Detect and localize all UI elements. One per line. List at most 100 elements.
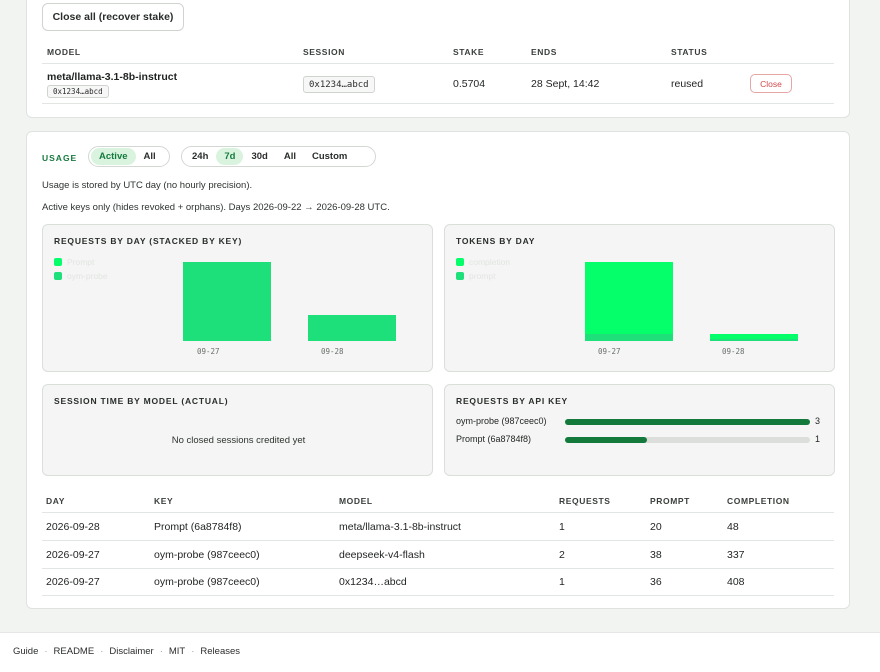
legend-label: prompt [469,271,496,281]
tick-label: 09-27 [598,347,621,356]
tick-label: 09-28 [321,347,344,356]
usage-card: USAGE Active All 24h 7d 30d All Custom U… [26,131,850,609]
row-key: oym-probe (987ceec0) [154,576,260,588]
tick-label: 09-27 [197,347,220,356]
session-status: reused [671,78,704,90]
bar-completion-09-27 [585,262,673,334]
divider [42,568,834,569]
footer-link-disclaimer[interactable]: Disclaimer [109,646,154,657]
close-all-button[interactable]: Close all (recover stake) [42,3,184,31]
legend-swatch [456,258,464,266]
tokens-by-day-title: TOKENS BY DAY [456,236,536,246]
row-day: 2026-09-27 [46,549,100,561]
bar-completion-09-28 [710,334,798,340]
divider [42,63,834,64]
legend-item: Prompt [54,257,94,267]
usage-note-range: Active keys only (hides revoked + orphan… [42,202,390,213]
footer-link-releases[interactable]: Releases [200,646,241,657]
sessions-card: Close all (recover stake) MODEL SESSION … [26,0,850,118]
divider [42,595,834,596]
legend-swatch [54,258,62,266]
range-7d[interactable]: 7d [216,148,244,165]
col-requests: REQUESTS [559,496,611,506]
tick-label: 09-28 [722,347,745,356]
col-model: MODEL [339,496,373,506]
key-label: oym-probe (987ceec0) [456,416,547,426]
key-bar-fill [565,437,647,443]
requests-by-key-title: REQUESTS BY API KEY [456,396,569,406]
session-ends: 28 Sept, 14:42 [531,78,600,90]
row-completion: 48 [727,521,739,533]
col-ends: ENDS [531,47,558,57]
col-day: DAY [46,496,65,506]
key-bar-fill [565,419,810,425]
legend-swatch [456,272,464,280]
usage-note-utc: Usage is stored by UTC day (no hourly pr… [42,180,253,191]
range-toggle: 24h 7d 30d All Custom [181,146,376,167]
legend-item: oym-probe [54,271,108,281]
divider [42,103,834,104]
col-model: MODEL [47,47,81,57]
legend-label: completion [469,257,511,267]
row-key: Prompt (6a8784f8) [154,521,242,533]
requests-by-key-panel: REQUESTS BY API KEY oym-probe (987ceec0)… [444,384,835,476]
bar-prompt-09-27 [585,333,673,341]
separator: · [191,646,195,657]
requests-by-day-title: REQUESTS BY DAY (STACKED BY KEY) [54,236,243,246]
row-day: 2026-09-28 [46,521,100,533]
row-model: deepseek-v4-flash [339,549,425,561]
col-session: SESSION [303,47,345,57]
bar-09-27 [183,262,271,341]
legend-label: Prompt [67,257,95,267]
session-time-panel: SESSION TIME BY MODEL (ACTUAL) No closed… [42,384,433,476]
legend-swatch [54,272,62,280]
row-requests: 1 [559,576,565,588]
key-label: Prompt (6a8784f8) [456,434,532,444]
close-session-button[interactable]: Close [750,74,792,93]
scope-active[interactable]: Active [91,148,136,165]
row-completion: 408 [727,576,745,588]
separator: · [44,646,48,657]
session-id-chip[interactable]: 0x1234…abcd [303,76,375,93]
row-requests: 1 [559,521,565,533]
legend-label: oym-probe [67,271,108,281]
footer-link-mit[interactable]: MIT [168,646,186,657]
tokens-by-day-panel: TOKENS BY DAY completion prompt 09-27 09… [444,224,835,372]
row-model: 0x1234…abcd [339,576,407,588]
separator: · [159,646,163,657]
col-status: STATUS [671,47,708,57]
legend-item: completion [456,257,510,267]
range-24h[interactable]: 24h [192,151,209,162]
col-stake: STAKE [453,47,485,57]
row-prompt: 38 [650,549,662,561]
key-value: 3 [815,416,821,426]
footer-link-guide[interactable]: Guide [13,646,39,657]
row-key: oym-probe (987ceec0) [154,549,260,561]
range-custom[interactable]: Custom [311,151,348,162]
separator: · [100,646,104,657]
bar-prompt-09-28 [710,339,798,341]
range-all[interactable]: All [283,151,296,162]
col-completion: COMPLETION [727,496,790,506]
scope-toggle: Active All [88,146,170,167]
key-bar-track [565,437,810,443]
bar-09-28 [308,314,396,341]
session-stake: 0.5704 [453,78,486,90]
session-model: meta/llama-3.1-8b-instruct [47,71,178,83]
legend-item: prompt [456,271,495,281]
range-30d[interactable]: 30d [251,151,268,162]
session-time-title: SESSION TIME BY MODEL (ACTUAL) [54,396,229,406]
col-key: KEY [154,496,174,506]
session-time-empty: No closed sessions credited yet [171,435,306,446]
row-completion: 337 [727,549,745,561]
row-prompt: 20 [650,521,662,533]
row-prompt: 36 [650,576,662,588]
scope-all[interactable]: All [143,151,156,162]
footer-link-readme[interactable]: README [53,646,95,657]
divider [42,512,834,513]
row-day: 2026-09-27 [46,576,100,588]
footer-links: Guide · README · Disclaimer · MIT · Rele… [13,646,240,657]
col-prompt: PROMPT [650,496,690,506]
key-bar-track [565,419,810,425]
usage-title: USAGE [42,153,78,163]
